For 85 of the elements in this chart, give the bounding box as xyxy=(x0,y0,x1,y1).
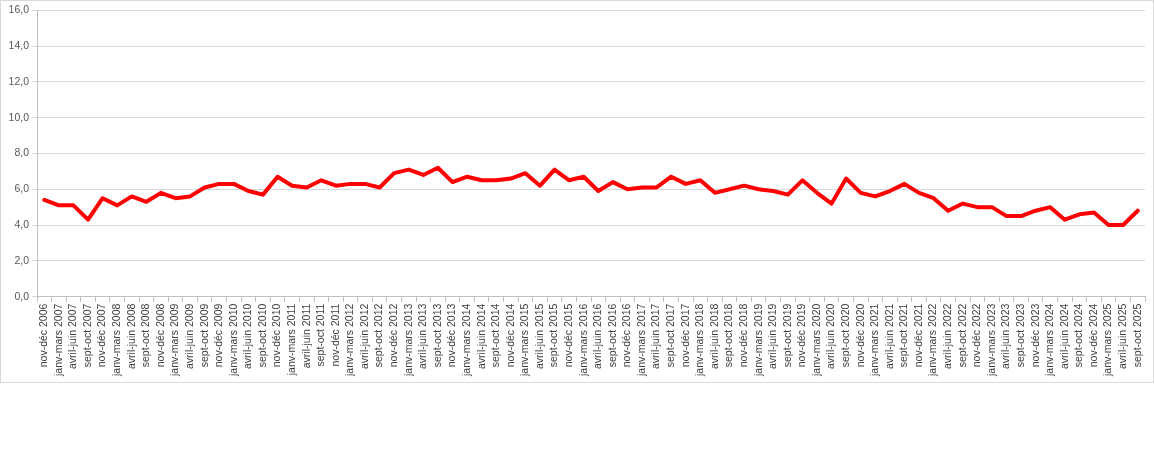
x-tick-label: janv-mars 2011 xyxy=(285,303,298,377)
x-tick-label: avril-juin 2010 xyxy=(241,303,254,370)
y-tick-label: 10,0 xyxy=(8,110,30,123)
x-tick-label: avril-juin 2016 xyxy=(591,303,604,370)
x-tick-label: avril-juin 2013 xyxy=(416,303,429,370)
y-tick-label: 14,0 xyxy=(8,38,30,51)
x-tick-label: nov-déc 2008 xyxy=(153,303,166,368)
x-tick-label: nov-déc 2014 xyxy=(503,303,516,368)
x-tick-label: janv-mars 2014 xyxy=(459,303,472,378)
x-tick-label: sept-oct 2020 xyxy=(839,303,852,368)
y-tick-label: 4,0 xyxy=(14,217,30,230)
x-tick-label: nov-déc 2022 xyxy=(970,303,983,368)
x-tick-label: janv-mars 2012 xyxy=(343,303,356,378)
x-tick-label: avril-juin 2017 xyxy=(649,303,662,370)
x-tick-label: nov-déc 2013 xyxy=(445,303,458,368)
x-tick-label: janv-mars 2022 xyxy=(926,303,939,378)
x-tick-label: nov-déc 2017 xyxy=(678,303,691,368)
x-tick-label: avril-juin 2024 xyxy=(1057,303,1070,370)
x-tick-label: nov-déc 2016 xyxy=(620,303,633,368)
x-tick-label: janv-mars 2007 xyxy=(51,303,64,378)
x-tick-label: nov-déc 2012 xyxy=(387,303,400,368)
x-tick-label: sept-oct 2021 xyxy=(897,303,910,368)
x-tick-label: sept-oct 2015 xyxy=(547,303,560,368)
x-tick-label: sept-oct 2024 xyxy=(1072,303,1085,368)
x-tick-label: nov-déc 2015 xyxy=(562,303,575,368)
x-tick-label: janv-mars 2008 xyxy=(110,303,123,378)
x-tick-label: janv-mars 2016 xyxy=(576,303,589,378)
x-tick-label: avril-juin 2015 xyxy=(532,303,545,370)
x-tick-label: avril-juin 2008 xyxy=(124,303,137,370)
x-tick-label: nov-déc 2007 xyxy=(95,303,108,368)
x-tick-label: avril-juin 2012 xyxy=(357,303,370,370)
x-tick-label: sept-oct 2009 xyxy=(197,303,210,368)
x-tick-label: avril-juin 2020 xyxy=(824,303,837,370)
x-tick-label: janv-mars 2009 xyxy=(168,303,181,378)
x-tick-label: avril-juin 2023 xyxy=(999,303,1012,370)
x-tick-label: janv-mars 2013 xyxy=(401,303,414,378)
x-tick-label: sept-oct 2008 xyxy=(139,303,152,368)
x-tick-label: avril-juin 2022 xyxy=(941,303,954,370)
x-tick-label: avril-juin 2009 xyxy=(182,303,195,370)
x-tick-label: janv-mars 2018 xyxy=(693,303,706,378)
x-tick-label: sept-oct 2017 xyxy=(664,303,677,368)
x-tick-label: nov-déc 2024 xyxy=(1086,303,1099,368)
x-tick-label: janv-mars 2019 xyxy=(751,303,764,378)
y-tick-label: 0,0 xyxy=(14,289,30,302)
x-tick-label: sept-oct 2023 xyxy=(1013,303,1026,368)
x-tick-label: nov-déc 2021 xyxy=(911,303,924,368)
y-tick-label: 2,0 xyxy=(14,253,30,266)
x-tick-label: avril-juin 2007 xyxy=(66,303,79,370)
x-tick-label: sept-oct 2022 xyxy=(955,303,968,368)
x-tick-label: sept-oct 2014 xyxy=(489,303,502,368)
x-tick-label: avril-juin 2021 xyxy=(882,303,895,370)
y-tick-label: 6,0 xyxy=(14,182,30,195)
x-tick-label: sept-oct 2016 xyxy=(605,303,618,368)
x-tick-label: nov-déc 2023 xyxy=(1028,303,1041,368)
x-tick-label: sept-oct 2012 xyxy=(372,303,385,368)
x-tick-label: nov-déc 2010 xyxy=(270,303,283,368)
x-tick-label: sept-oct 2025 xyxy=(1130,303,1143,368)
x-tick-label: sept-oct 2018 xyxy=(722,303,735,368)
y-tick-label: 12,0 xyxy=(8,74,30,87)
x-tick-label: janv-mars 2023 xyxy=(984,303,997,378)
x-tick-label: sept-oct 2007 xyxy=(80,303,93,368)
x-tick-label: nov-déc 2011 xyxy=(328,303,341,367)
x-tick-label: sept-oct 2010 xyxy=(255,303,268,368)
x-tick-label: sept-oct 2013 xyxy=(430,303,443,368)
x-tick-label: avril-juin 2025 xyxy=(1116,303,1129,370)
y-tick-label: 16,0 xyxy=(8,3,30,16)
x-tick-label: avril-juin 2019 xyxy=(766,303,779,370)
x-tick-label: nov-déc 2020 xyxy=(853,303,866,368)
y-tick-label: 8,0 xyxy=(14,146,30,159)
x-tick-label: avril-juin 2011 xyxy=(299,303,312,369)
x-tick-label: sept-oct 2019 xyxy=(780,303,793,368)
x-tick-label: nov-déc 2006 xyxy=(37,303,50,368)
x-tick-label: nov-déc 2018 xyxy=(736,303,749,368)
x-tick-label: sept-oct 2011 xyxy=(314,303,327,367)
x-tick-label: nov-déc 2019 xyxy=(795,303,808,368)
x-tick-label: janv-mars 2020 xyxy=(809,303,822,378)
x-tick-label: avril-juin 2014 xyxy=(474,303,487,370)
x-tick-label: janv-mars 2024 xyxy=(1043,303,1056,378)
x-tick-label: janv-mars 2025 xyxy=(1101,303,1114,378)
x-tick-label: janv-mars 2021 xyxy=(868,303,881,378)
x-tick-label: janv-mars 2010 xyxy=(226,303,239,378)
x-tick-label: janv-mars 2015 xyxy=(518,303,531,378)
x-tick-label: nov-déc 2009 xyxy=(212,303,225,368)
x-tick-label: janv-mars 2017 xyxy=(634,303,647,378)
x-tick-label: avril-juin 2018 xyxy=(707,303,720,370)
